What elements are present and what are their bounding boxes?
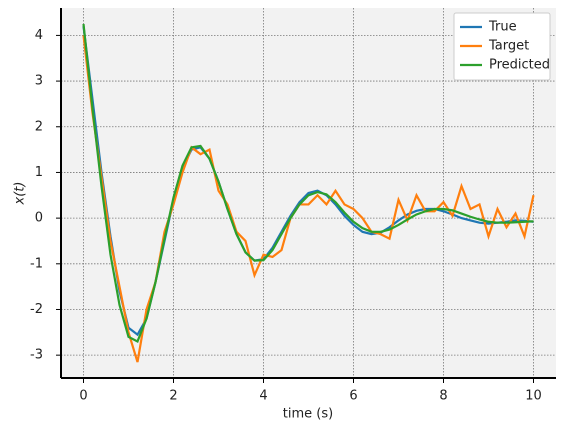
x-tick-label: 8 — [439, 389, 447, 404]
y-tick-label: 0 — [35, 211, 43, 226]
legend: True Target Predicted — [453, 12, 551, 81]
x-tick-label: 2 — [169, 389, 177, 404]
y-tick-label: -3 — [30, 348, 43, 363]
x-tick-label: 10 — [525, 389, 542, 404]
x-tick-label: 0 — [79, 389, 87, 404]
y-tick-label: 2 — [35, 119, 43, 134]
legend-label: True — [488, 20, 517, 35]
y-axis-label: x(t) — [13, 182, 28, 206]
legend-label: Predicted — [489, 58, 550, 73]
series-line — [82, 23, 534, 343]
y-tick-label: 4 — [35, 28, 43, 43]
y-tick-label: 3 — [35, 74, 43, 89]
x-tick-label: 6 — [349, 389, 357, 404]
y-tick-label: -2 — [30, 302, 43, 317]
legend-label: Target — [488, 39, 529, 54]
x-axis-label: time (s) — [283, 407, 333, 422]
y-tick-label: 1 — [35, 165, 43, 180]
legend-box — [453, 12, 551, 81]
x-tick-label: 4 — [259, 389, 267, 404]
y-tick-label: -1 — [30, 256, 43, 271]
